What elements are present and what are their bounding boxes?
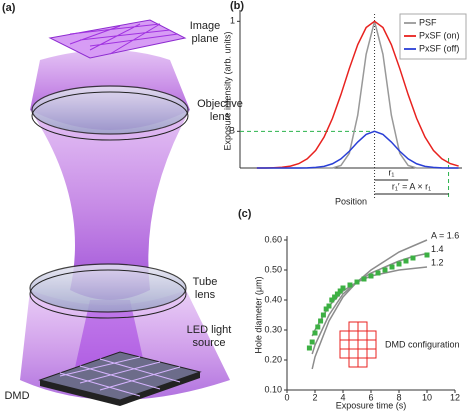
marker	[375, 270, 381, 276]
x-tick-label: 12	[450, 392, 460, 402]
y-tick-label: 1	[230, 16, 235, 26]
dmd-cell	[357, 357, 368, 368]
marker	[315, 324, 321, 330]
marker	[368, 273, 374, 279]
dmd-cell	[357, 330, 368, 341]
marker	[332, 294, 338, 300]
marker	[329, 297, 335, 303]
tube-lens-edge	[29, 269, 187, 319]
legend-label: PSF	[419, 17, 437, 27]
dmd-cell	[357, 321, 368, 332]
component-label: Image plane	[189, 20, 221, 45]
series-line	[256, 130, 459, 169]
dmd-cell	[357, 348, 368, 359]
marker	[347, 282, 353, 288]
marker	[354, 279, 360, 285]
marker	[403, 258, 409, 264]
x-tick-label: 6	[368, 392, 373, 402]
dmd-cell	[366, 339, 377, 350]
dmd-cell	[339, 330, 350, 341]
series-line	[311, 239, 428, 370]
marker	[318, 318, 324, 324]
marker	[312, 330, 318, 336]
panel-label: (b)	[230, 0, 244, 12]
y-tick-label: 0.10	[264, 384, 282, 394]
marker	[410, 255, 416, 261]
dmd-cell	[348, 348, 359, 359]
marker	[424, 252, 430, 258]
marker	[334, 291, 340, 297]
panel-label: (c)	[238, 208, 252, 220]
annotation: DMD configuration	[385, 339, 460, 349]
x-tick-label: 2	[312, 392, 317, 402]
dmd-cell	[339, 348, 350, 359]
annotation: r₁	[388, 167, 394, 177]
annotation: r₁′ = A × r₁	[392, 181, 431, 191]
tube-lens	[29, 263, 187, 313]
component-label: Tube lens	[192, 276, 218, 301]
legend-label: PxSF (off)	[419, 43, 459, 53]
marker	[389, 264, 395, 270]
dmd-cell	[339, 339, 350, 350]
marker	[337, 288, 343, 294]
dmd-cell	[366, 348, 377, 359]
y-axis-title: Hole diameter (μm)	[253, 276, 263, 353]
component-label: Objective lens	[197, 98, 243, 123]
dmd-cell	[348, 339, 359, 350]
dmd-cell	[348, 321, 359, 332]
series-label: A = 1.6	[431, 230, 459, 240]
marker	[306, 345, 312, 351]
dmd-mirrors	[59, 356, 181, 397]
x-tick-label: 8	[396, 392, 401, 402]
x-axis-title: Exposure time (s)	[336, 400, 407, 410]
series-label: 1.2	[431, 257, 444, 267]
marker	[340, 285, 346, 291]
marker	[382, 267, 388, 273]
y-tick-label: 0.50	[264, 264, 282, 274]
beam	[30, 110, 190, 300]
dmd-cell	[357, 339, 368, 350]
dmd-cell	[366, 330, 377, 341]
x-tick-label: 4	[340, 392, 345, 402]
series-label: 1.4	[431, 244, 444, 254]
marker	[320, 312, 326, 318]
dmd-cell	[348, 330, 359, 341]
optics-illustration	[20, 19, 230, 406]
y-axis-title: Exposure intensity (arb. units)	[222, 31, 232, 150]
dmd-base	[40, 372, 200, 406]
legend-label: PxSF (on)	[419, 30, 460, 40]
series-line	[256, 20, 459, 169]
y-tick-label: 0.20	[264, 354, 282, 364]
y-tick-label: 0.60	[264, 234, 282, 244]
dmd-cell	[348, 357, 359, 368]
marker	[361, 276, 367, 282]
panel-label: (a)	[2, 2, 16, 14]
objective-lens	[31, 85, 189, 135]
image-plane	[48, 19, 187, 59]
dmd-icon	[339, 321, 377, 368]
y-tick-label: B	[229, 126, 235, 136]
marker	[323, 306, 329, 312]
marker	[309, 339, 315, 345]
x-axis-title: Position	[335, 196, 367, 206]
marker	[326, 303, 332, 309]
component-label: LED light source	[186, 324, 232, 349]
marker	[396, 261, 402, 267]
y-tick-label: 0.40	[264, 294, 282, 304]
x-tick-label: 10	[422, 392, 432, 402]
x-tick-label: 0	[284, 392, 289, 402]
component-label: DMD	[4, 390, 30, 402]
y-tick-label: 0.30	[264, 324, 282, 334]
image-plane-mesh	[69, 23, 179, 55]
objective-lens-edge	[31, 91, 189, 141]
